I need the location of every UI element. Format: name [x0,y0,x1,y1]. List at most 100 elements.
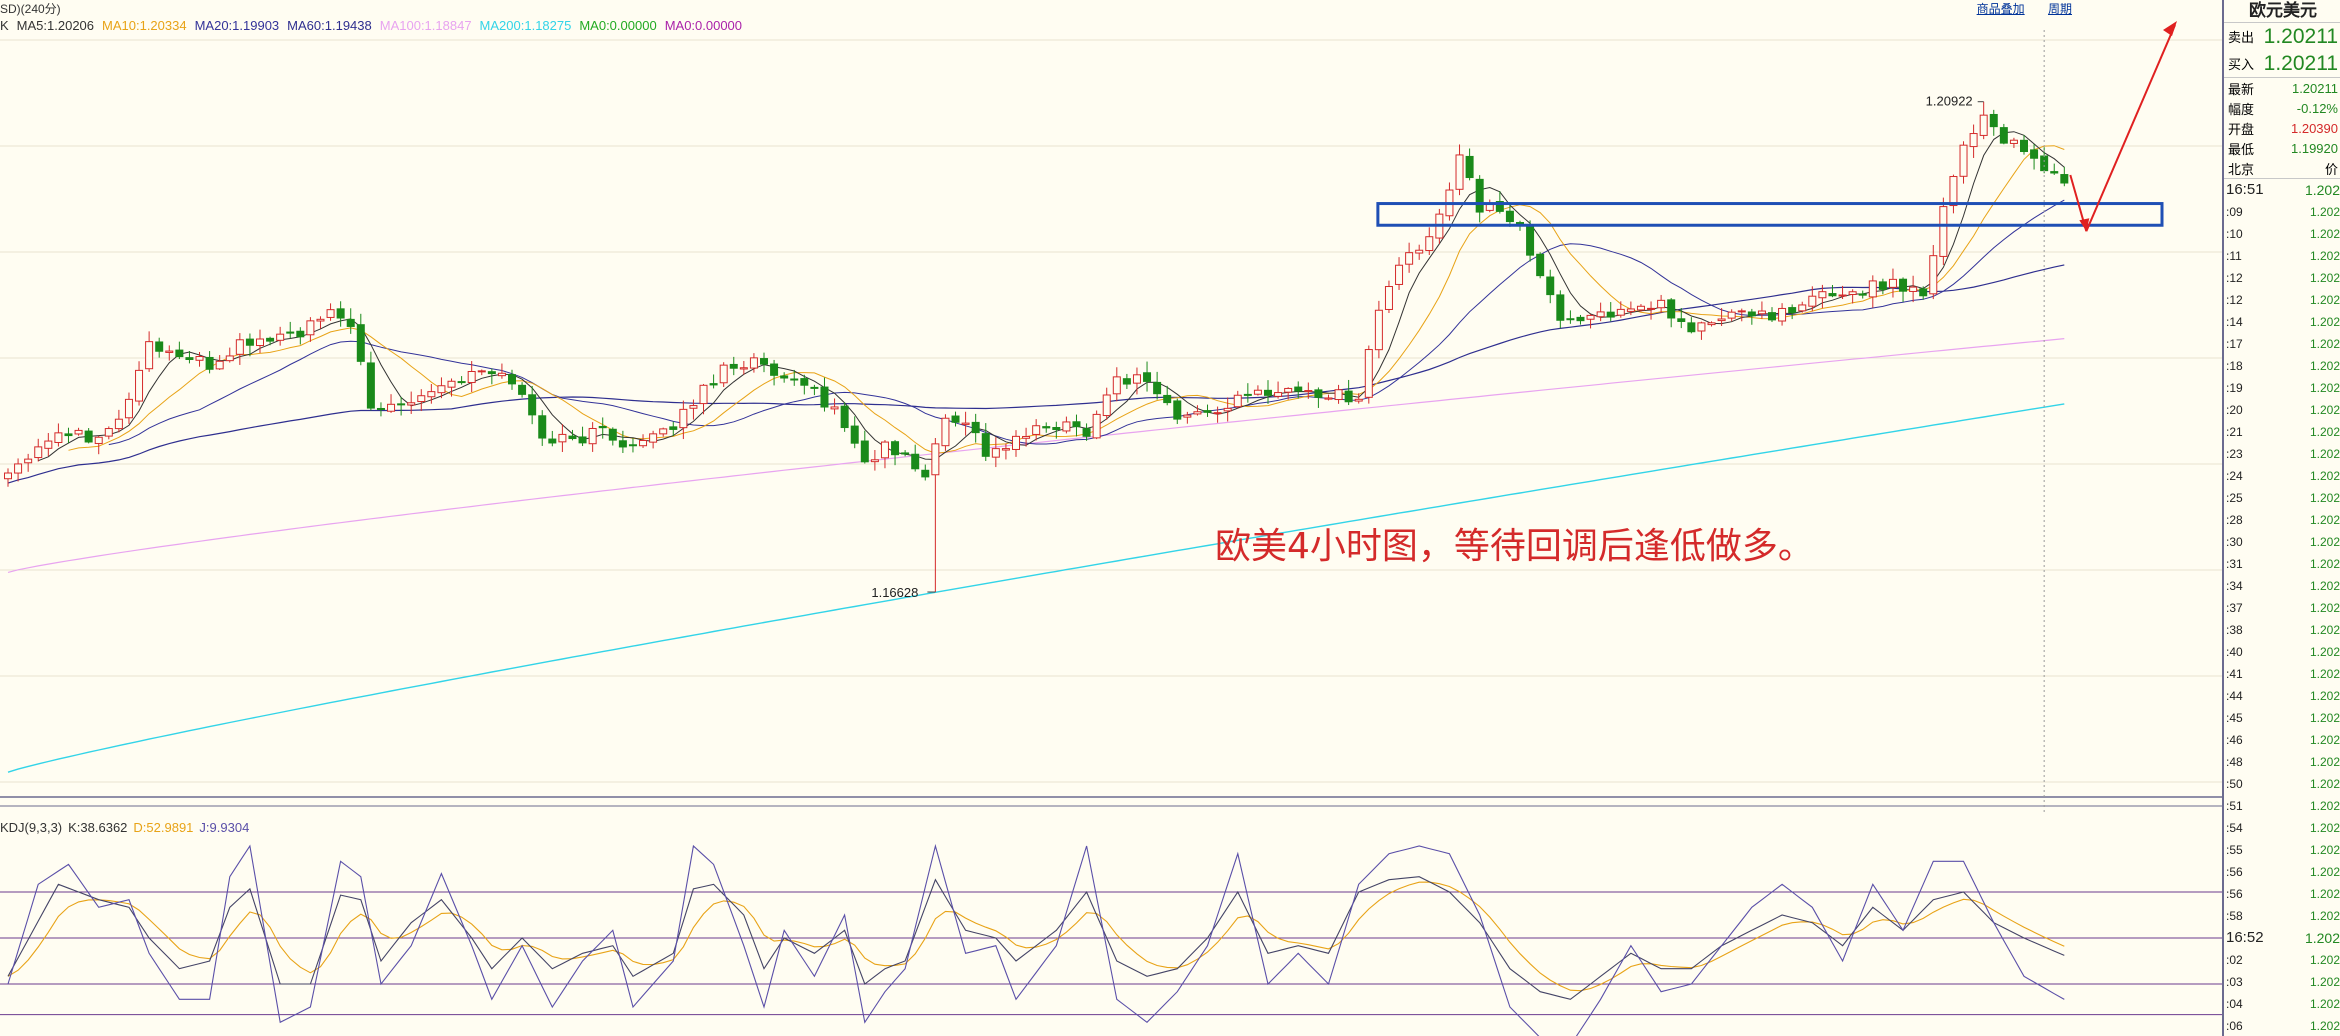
tick-time: 16:51 [2226,181,2264,198]
candle-body [598,425,607,429]
tick-row[interactable]: :21 1.202 [2224,421,2340,443]
tick-time: :38 [2226,623,2243,637]
tick-row[interactable]: :25 1.202 [2224,487,2340,509]
tick-row[interactable]: :31 1.202 [2224,553,2340,575]
overlay-link[interactable]: 商品叠加 [1976,2,2025,16]
candle-body [820,386,829,408]
candle-body [417,395,426,403]
tick-time: 16:52 [2226,929,2264,946]
tick-row[interactable]: :04 1.202 [2224,993,2340,1015]
ma20-line [108,199,2065,446]
candle-body [276,333,285,341]
tick-row[interactable]: :12 1.202 [2224,267,2340,289]
candle-body [1616,308,1625,316]
candle-body [1495,201,1504,212]
candle-body [195,356,204,361]
candle-body [770,363,779,376]
ma-legend: K MA5:1.20206 MA10:1.20334 MA20:1.19903 MA60… [0,18,750,33]
candle-body [1929,255,1938,295]
tick-row[interactable]: :17 1.202 [2224,333,2340,355]
tick-row[interactable]: :20 1.202 [2224,399,2340,421]
tick-row[interactable]: :10 1.202 [2224,223,2340,245]
candle-body [4,472,12,480]
candle-body [286,331,295,334]
candle-body [346,318,355,327]
quote-row-value: 1.20211 [2291,80,2338,96]
tick-row[interactable]: :45 1.202 [2224,707,2340,729]
tick-row[interactable]: 16:51 1.202 [2224,179,2340,201]
candle-body [145,341,154,370]
tick-row[interactable]: :06 1.202 [2224,1015,2340,1036]
tick-row[interactable]: :56 1.202 [2224,883,2340,905]
tick-price: 1.202 [2309,403,2340,417]
candle-body [1949,176,1958,207]
candle-body [800,378,809,386]
candle-body [1102,394,1111,417]
tick-row[interactable]: :34 1.202 [2224,575,2340,597]
tick-row[interactable]: :44 1.202 [2224,685,2340,707]
candle-body [1687,322,1696,333]
tick-price: 1.202 [2309,645,2340,659]
candle-body [1425,236,1434,252]
tick-row[interactable]: :30 1.202 [2224,531,2340,553]
tick-row[interactable]: :55 1.202 [2224,839,2340,861]
tick-row[interactable]: 16:52 1.202 [2224,927,2340,949]
tick-row[interactable]: :56 1.202 [2224,861,2340,883]
ticks-header: 北京 价 [2224,158,2340,179]
chart-title: SD)(240分) [0,2,61,16]
tick-row[interactable]: :18 1.202 [2224,355,2340,377]
legend-item: MA10:1.20334 [102,18,187,33]
candle-body [1374,309,1383,351]
tick-price: 1.202 [2309,865,2340,879]
candle-body [366,362,375,409]
ma200-line [7,403,2065,773]
period-link[interactable]: 周期 [2047,2,2072,16]
tick-row[interactable]: :03 1.202 [2224,971,2340,993]
candle-body [1818,291,1827,299]
high-price-label: 1.20922 [1926,94,1973,109]
legend-item: MA20:1.19903 [194,18,280,33]
tick-row[interactable]: :24 1.202 [2224,465,2340,487]
candle-body [2020,139,2028,153]
candle-body [1989,113,1998,128]
tick-row[interactable]: :09 1.202 [2224,201,2340,223]
candle-body [266,337,275,342]
tick-row[interactable]: :14 1.202 [2224,311,2340,333]
tick-row[interactable]: :50 1.202 [2224,773,2340,795]
tick-row[interactable]: :41 1.202 [2224,663,2340,685]
candle-body [679,408,688,429]
candle-body [568,435,577,440]
tick-row[interactable]: :38 1.202 [2224,619,2340,641]
candle-body [709,383,718,386]
candle-body [497,372,506,377]
candle-body [528,394,537,416]
tick-row[interactable]: :51 1.202 [2224,795,2340,817]
tick-row[interactable]: :58 1.202 [2224,905,2340,927]
tick-time: :11 [2226,249,2242,263]
candle-body [981,433,990,457]
tick-row[interactable]: :28 1.202 [2224,509,2340,531]
candle-body [1626,308,1635,312]
tick-row[interactable]: :37 1.202 [2224,597,2340,619]
kdj-level-lines [0,891,2222,1016]
tick-row[interactable]: :02 1.202 [2224,949,2340,971]
candle-body [235,339,244,355]
tick-row[interactable]: :40 1.202 [2224,641,2340,663]
tick-row[interactable]: :46 1.202 [2224,729,2340,751]
candle-body [84,430,93,443]
tick-row[interactable]: :19 1.202 [2224,377,2340,399]
tick-row[interactable]: :54 1.202 [2224,817,2340,839]
ma60-path [7,264,2065,484]
kline-chart[interactable]: 1.20922 1.16628 [0,0,2222,1036]
tick-row[interactable]: :12 1.202 [2224,289,2340,311]
tick-row[interactable]: :48 1.202 [2224,751,2340,773]
candle-body [1939,206,1948,257]
candle-body [397,403,406,406]
tick-row[interactable]: :23 1.202 [2224,443,2340,465]
buy-row: 买入 1.20211 [2224,50,2340,78]
candle-body [1757,310,1766,315]
tick-list[interactable]: 16:51 1.202:09 1.202:10 1.202:11 1.202:12 1.2… [2224,179,2340,1036]
tick-price: 1.202 [2309,623,2340,637]
tick-row[interactable]: :11 1.202 [2224,245,2340,267]
candle-body [850,425,859,444]
